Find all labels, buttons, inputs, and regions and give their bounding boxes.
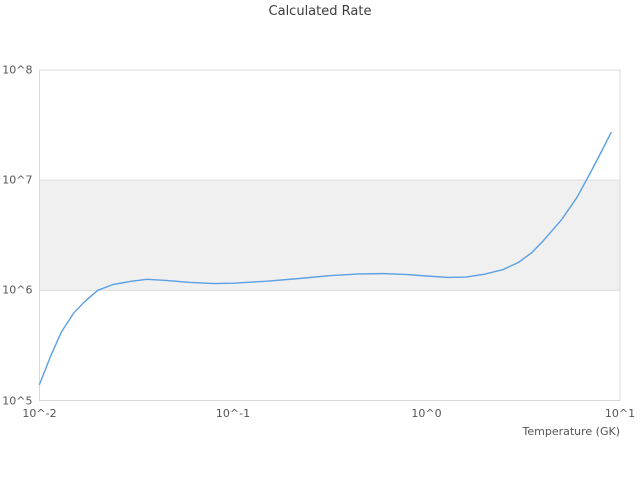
x-axis-title: Temperature (GK): [522, 424, 621, 438]
y-tick-label: 10^8: [2, 63, 33, 77]
shaded-band: [39, 180, 620, 291]
x-tick-label: 10^0: [411, 406, 442, 420]
chart-title: Calculated Rate: [268, 4, 372, 19]
y-tick-label: 10^6: [2, 283, 33, 297]
rate-line: [38, 131, 612, 386]
x-tick-label: 10^-2: [22, 406, 57, 420]
y-tick-label: 10^7: [2, 173, 33, 187]
y-tick-label: 10^5: [2, 394, 33, 407]
plot-border: [39, 69, 621, 401]
x-tick-label: 10^-1: [215, 406, 251, 420]
x-tick-label: 10^1: [604, 406, 636, 420]
